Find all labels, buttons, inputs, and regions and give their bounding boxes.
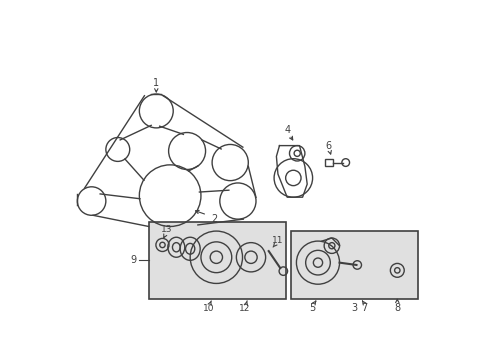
- Text: 6: 6: [325, 141, 331, 150]
- Text: 10: 10: [203, 303, 214, 312]
- Bar: [148, 222, 285, 299]
- Text: 1: 1: [153, 78, 159, 88]
- Text: 2: 2: [211, 214, 218, 224]
- Text: 4: 4: [284, 125, 290, 135]
- Text: 9: 9: [130, 255, 136, 265]
- Text: 12: 12: [239, 303, 250, 312]
- Text: 5: 5: [308, 303, 314, 313]
- Text: 13: 13: [161, 225, 172, 234]
- Text: 7: 7: [360, 303, 366, 313]
- Text: 8: 8: [393, 303, 400, 313]
- Text: 3: 3: [351, 303, 357, 313]
- Text: 11: 11: [272, 236, 283, 245]
- Bar: [290, 231, 417, 299]
- Bar: [324, 159, 332, 166]
